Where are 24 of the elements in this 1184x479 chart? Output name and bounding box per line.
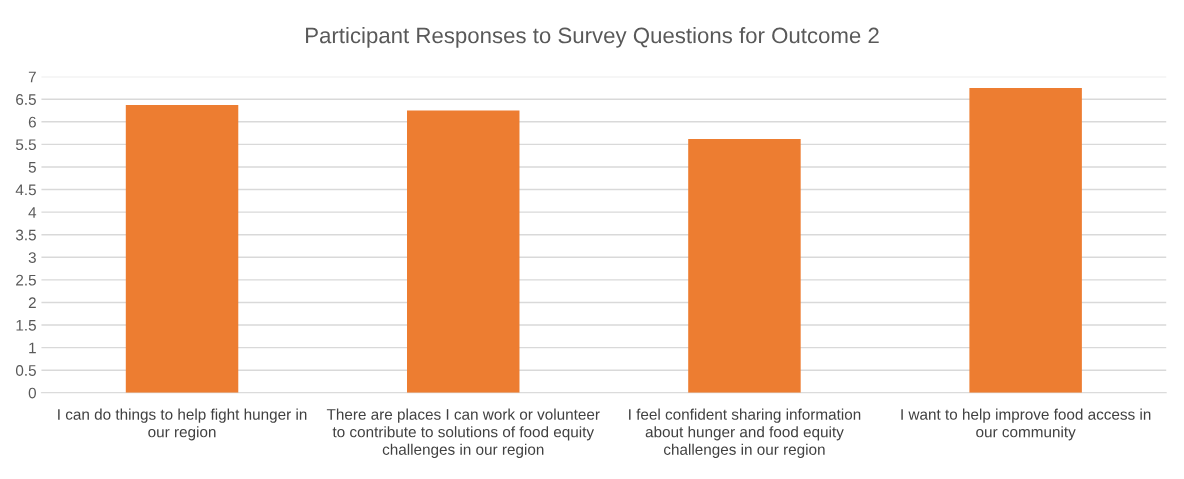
y-tick-label: 6 [28, 116, 36, 128]
y-tick-label: 4 [28, 207, 37, 218]
y-tick-label: 6.5 [16, 94, 36, 105]
chart-title: Participant Responses to Survey Questions for Outcome 2 [306, 27, 879, 48]
y-tick-label: 2 [28, 297, 36, 308]
y-tick-label: 7 [28, 71, 36, 83]
bar [407, 110, 520, 393]
y-tick-label: 2.5 [16, 274, 36, 286]
bar [969, 87, 1082, 393]
y-tick-label: 3 [28, 252, 36, 263]
x-tick-label: There are places I can work or volunteer to contribute to solutions of food equity challenges in our region [326, 408, 600, 458]
x-tick-label: I want to help improve food access in our community [901, 408, 1151, 441]
y-tick-label: 5 [28, 161, 36, 173]
y-tick-label: 0.5 [15, 365, 36, 376]
y-tick-label: 1 [29, 342, 36, 354]
bar [688, 138, 801, 393]
x-tick-label: I feel confident sharing information about hunger and food equity challenges in our region [629, 408, 861, 458]
y-tick-label: 1.5 [16, 320, 36, 331]
y-tick-label: 4.5 [15, 184, 36, 196]
y-tick-label: 3.5 [15, 229, 36, 241]
bar [125, 105, 239, 393]
y-tick-label: 0 [28, 387, 36, 399]
x-tick-label: I can do things to help fight hunger in our region [58, 408, 307, 441]
y-tick-label: 5.5 [15, 139, 36, 151]
